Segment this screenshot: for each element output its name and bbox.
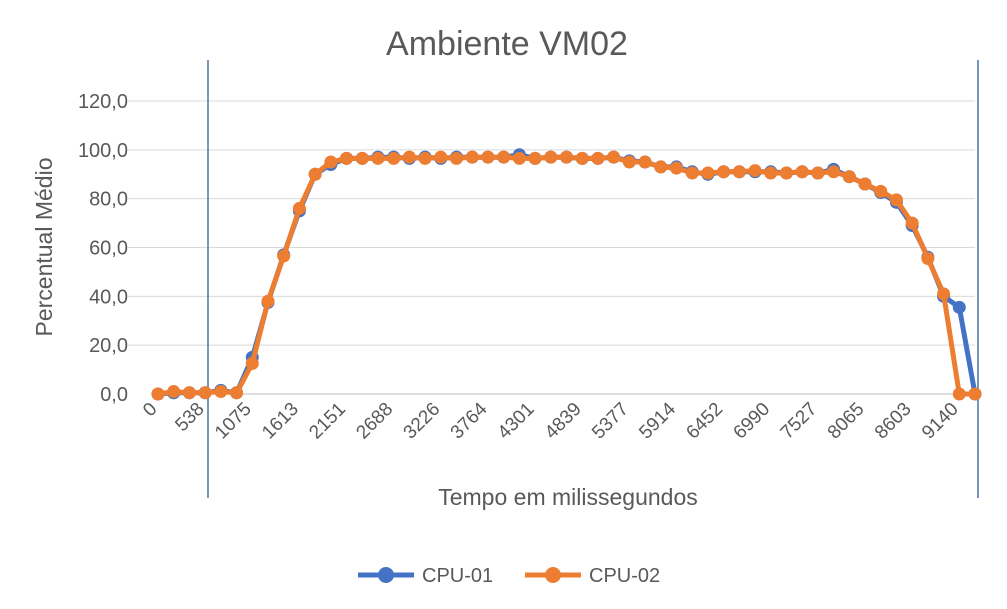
y-tick-label: 60,0 (89, 238, 128, 260)
data-point (937, 287, 951, 301)
x-axis-tick-labels: 0 538 1075 1613 2151 2688 3226 3764 4301 4839 5377… (139, 398, 963, 443)
legend-swatch-marker (545, 567, 561, 583)
data-point (465, 150, 479, 164)
x-tick-label: 3226 (400, 399, 445, 444)
data-point (921, 251, 935, 265)
data-point (827, 165, 841, 179)
data-point (858, 177, 872, 191)
data-point (528, 151, 542, 165)
data-point (669, 161, 683, 175)
legend: CPU-01 CPU-02 (358, 565, 660, 587)
x-tick-label: 6990 (730, 399, 775, 444)
data-point (701, 166, 715, 180)
data-point (560, 150, 573, 164)
y-tick-label: 80,0 (89, 189, 128, 211)
data-point (905, 216, 919, 230)
y-tick-label: 120,0 (78, 91, 128, 113)
chart-title: Ambiente VM02 (386, 25, 628, 63)
x-tick-label: 3764 (447, 398, 492, 443)
data-point (638, 155, 652, 169)
data-point (387, 151, 401, 165)
x-tick-label: 2688 (352, 399, 397, 444)
data-point (340, 151, 354, 165)
data-point (481, 150, 495, 164)
data-point (182, 386, 196, 400)
series-layer (151, 148, 982, 401)
y-axis-label: Percentual Médio (31, 158, 57, 337)
y-tick-label: 40,0 (89, 286, 128, 308)
legend-label: CPU-01 (422, 565, 493, 587)
data-point (497, 150, 511, 164)
data-point (952, 300, 966, 314)
x-tick-label: 4839 (541, 399, 586, 444)
data-point (811, 166, 825, 180)
data-point (544, 150, 558, 164)
data-point (450, 151, 464, 165)
x-tick-label: 5377 (588, 399, 633, 444)
x-tick-label: 1613 (258, 399, 303, 444)
data-point (622, 155, 636, 169)
x-axis-label: Tempo em milissegundos (438, 484, 698, 510)
y-tick-label: 100,0 (78, 140, 128, 162)
x-tick-label: 8065 (824, 399, 869, 444)
data-point (764, 166, 778, 180)
series-line (157, 152, 978, 397)
x-tick-label: 1075 (211, 399, 256, 444)
data-point (575, 151, 589, 165)
data-point (371, 151, 385, 165)
series-cpu-02 (151, 150, 982, 401)
data-point (230, 386, 244, 400)
data-point (245, 356, 259, 370)
data-point (607, 150, 621, 164)
data-point (418, 151, 432, 165)
data-point (434, 150, 448, 164)
data-point (654, 160, 668, 174)
data-point (748, 164, 762, 178)
data-point (292, 201, 306, 215)
x-tick-label: 8603 (871, 399, 916, 444)
x-tick-label: 0 (139, 399, 161, 421)
data-point (402, 150, 416, 164)
x-tick-label: 2151 (305, 399, 350, 444)
data-point (151, 387, 165, 401)
data-point (842, 170, 856, 184)
data-point (874, 184, 888, 198)
x-tick-label: 6452 (682, 399, 727, 444)
gridlines (128, 100, 975, 346)
series-line (157, 154, 975, 397)
data-point (167, 385, 181, 399)
y-tick-label: 20,0 (89, 335, 128, 357)
legend-swatch-marker (378, 567, 394, 583)
data-point (732, 165, 746, 179)
legend-label: CPU-02 (589, 565, 660, 587)
data-point (308, 167, 322, 181)
data-point (277, 249, 291, 263)
x-tick-label: 5914 (635, 398, 680, 443)
data-point (795, 165, 809, 179)
data-point (355, 151, 369, 165)
data-point (779, 166, 793, 180)
data-point (214, 385, 228, 399)
x-tick-label: 538 (171, 399, 208, 436)
y-axis-tick-labels: 0,0 20,0 40,0 60,0 80,0 100,0 120,0 (78, 91, 128, 406)
x-tick-label: 9140 (918, 399, 963, 444)
y-tick-label: 0,0 (100, 384, 128, 406)
data-point (591, 151, 605, 165)
x-tick-label: 4301 (494, 399, 539, 444)
data-point (685, 166, 699, 180)
data-point (198, 386, 212, 400)
x-tick-label: 7527 (777, 399, 822, 444)
data-point (952, 387, 966, 401)
data-point (968, 387, 982, 401)
data-point (512, 151, 526, 165)
data-point (261, 294, 275, 308)
data-point (889, 193, 903, 207)
data-point (324, 155, 338, 169)
data-point (717, 165, 731, 179)
